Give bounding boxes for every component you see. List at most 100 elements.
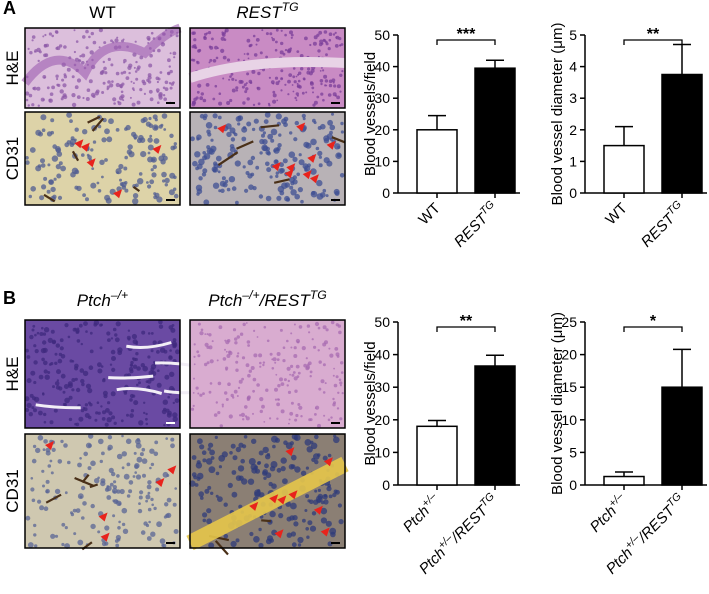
cell [190, 407, 195, 411]
cell [123, 58, 127, 63]
cell [222, 77, 225, 80]
cell [280, 77, 283, 80]
cell [230, 393, 234, 398]
cell [289, 441, 294, 446]
cell [99, 323, 103, 327]
cell [31, 35, 36, 39]
cell [335, 352, 340, 357]
cell [141, 447, 146, 452]
cell [259, 151, 263, 155]
arrowhead [309, 174, 319, 184]
cell [150, 349, 154, 353]
arrowhead [323, 457, 333, 467]
cell [202, 518, 207, 523]
cell [147, 355, 151, 359]
cell [242, 101, 246, 105]
cell [40, 114, 47, 121]
cell [128, 489, 133, 494]
cell [213, 163, 219, 169]
cell [101, 451, 105, 456]
cell [111, 356, 116, 361]
cell [318, 163, 323, 168]
cell [217, 115, 222, 120]
arrowhead [271, 162, 281, 171]
cell [209, 359, 214, 364]
cell [275, 113, 282, 120]
cell [339, 384, 342, 387]
cell [89, 403, 93, 407]
cell [265, 55, 268, 59]
cell [294, 466, 301, 473]
cell [263, 476, 267, 480]
cell [339, 173, 345, 178]
cell [298, 159, 305, 166]
cell [128, 71, 131, 75]
cell [172, 412, 178, 418]
cell [117, 347, 123, 353]
y-tick-label: 20 [374, 412, 390, 428]
cell [115, 543, 120, 548]
cell [147, 151, 151, 155]
cell [111, 367, 116, 372]
cell [26, 355, 31, 359]
tissue-fold [188, 57, 346, 83]
cell [245, 363, 250, 368]
cell [137, 178, 144, 185]
cell [37, 59, 40, 63]
label-part: /REST [259, 291, 312, 310]
cell [209, 382, 213, 385]
cell [120, 90, 124, 94]
arrowhead [302, 170, 312, 180]
cell [49, 420, 54, 425]
cell [316, 453, 321, 457]
cell [190, 58, 194, 62]
cell [306, 446, 313, 453]
cell [64, 397, 70, 404]
cell [250, 155, 256, 161]
cell [56, 173, 62, 179]
cell [289, 185, 294, 190]
cell [132, 89, 135, 92]
cell [33, 523, 37, 528]
row-label: H&E [3, 357, 22, 392]
cell [202, 151, 206, 155]
y-tick-label: 10 [561, 412, 577, 428]
cell [282, 359, 286, 363]
cell [334, 44, 339, 48]
cell [172, 401, 175, 405]
cell [293, 80, 297, 84]
cell [34, 333, 37, 337]
bar [416, 129, 458, 194]
cell [224, 179, 229, 184]
cell [118, 163, 124, 170]
cell [106, 331, 111, 336]
cell [262, 446, 269, 454]
cell [241, 126, 248, 133]
cell [225, 340, 230, 345]
cell [245, 87, 249, 91]
tissue-gap [126, 341, 172, 349]
cell [259, 397, 264, 402]
cell [123, 473, 130, 480]
cell [146, 484, 152, 490]
cell [153, 192, 157, 196]
cell [118, 520, 121, 524]
cell [246, 52, 250, 56]
arrowhead [45, 441, 54, 450]
cell [270, 461, 278, 468]
cell [337, 391, 340, 394]
column-title: Ptch–/+/RESTTG [208, 288, 326, 310]
cell [140, 151, 147, 158]
cell [42, 35, 45, 38]
cell [304, 36, 308, 41]
cell [162, 179, 166, 183]
cell [220, 48, 225, 54]
cell [314, 459, 319, 465]
cell [33, 344, 37, 348]
cell [272, 93, 277, 98]
cell [72, 508, 77, 513]
y-tick-label: 2 [569, 122, 577, 138]
cell [218, 455, 226, 462]
cell [220, 36, 225, 41]
cell [122, 528, 129, 534]
